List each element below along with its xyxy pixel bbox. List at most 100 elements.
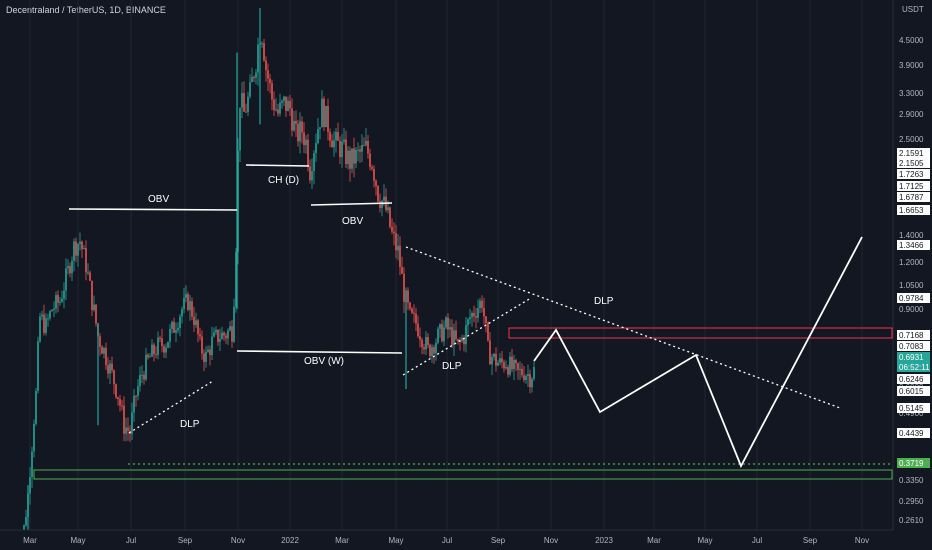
candle-body: [163, 346, 165, 353]
candlestick-series: [15, 8, 535, 550]
candle-body: [369, 153, 371, 167]
candle-body: [283, 96, 285, 101]
time-axis-bg: [0, 530, 893, 550]
time-tick-label: May: [697, 536, 712, 545]
candle-body: [91, 280, 93, 311]
candle-body: [451, 327, 453, 346]
candle-body: [489, 340, 491, 365]
time-tick-label: Sep: [178, 536, 193, 545]
candle-body: [263, 43, 265, 61]
candle-body: [99, 336, 101, 347]
candle-body: [191, 301, 193, 317]
candle-body: [107, 365, 109, 374]
candle-body: [491, 357, 493, 365]
price-tick-label: 1.4000: [899, 231, 924, 240]
price-tick-label: 2.5000: [899, 135, 924, 144]
candle-body: [423, 347, 425, 350]
candle-body: [331, 140, 333, 148]
candle-body: [317, 129, 319, 144]
candle-body: [381, 200, 383, 208]
candle-body: [265, 60, 267, 71]
candle-body: [247, 96, 249, 112]
candle-body: [221, 332, 223, 340]
candle-body: [309, 166, 311, 181]
candle-body: [87, 272, 89, 274]
price-tick-label: 3.3000: [899, 89, 924, 98]
time-tick-label: Nov: [231, 536, 245, 545]
candle-body: [49, 311, 51, 319]
time-axis[interactable]: Mar May Jul Sep Nov 2022 Mar May Jul Sep Nov 2023 Ma…: [0, 529, 893, 550]
price-tick-label: 4.5000: [899, 36, 924, 45]
candle-body: [143, 374, 145, 380]
candle-body: [319, 127, 321, 130]
price-tag: [897, 293, 930, 303]
price-tag: [897, 240, 930, 250]
price-tag: [897, 374, 930, 384]
candle-body: [155, 354, 157, 356]
candle-body: [113, 370, 115, 385]
candle-body: [53, 308, 55, 310]
candle-body: [241, 93, 243, 108]
candle-body: [51, 309, 53, 312]
candle-body: [173, 321, 175, 333]
candle-body: [243, 93, 245, 112]
candle-body: [69, 266, 71, 274]
candle-body: [457, 339, 459, 341]
candle-body: [341, 141, 343, 158]
price-tick-label: 0.2950: [899, 497, 924, 506]
candle-body: [175, 330, 177, 333]
candle-body: [235, 252, 237, 307]
time-tick-label: 2023: [595, 536, 613, 545]
price-tag-label: 0.3719: [899, 459, 924, 468]
candle-body: [119, 398, 121, 406]
candle-body: [45, 318, 47, 333]
candle-body: [185, 293, 187, 298]
candle-body: [433, 347, 435, 354]
time-tick-label: Nov: [855, 536, 869, 545]
price-tick-label: 0.3350: [899, 476, 924, 485]
candle-body: [375, 180, 377, 186]
candle-body: [363, 145, 365, 147]
candle-body: [277, 109, 279, 114]
candle-body: [137, 386, 139, 396]
candle-body: [427, 337, 429, 345]
time-tick-label: Sep: [491, 536, 506, 545]
candle-body: [417, 323, 419, 337]
candle-body: [161, 338, 163, 347]
price-tick-label: 0.4900: [899, 409, 924, 418]
price-tag: [897, 458, 930, 468]
candle-body: [215, 329, 217, 333]
candle-body: [199, 334, 201, 337]
candle-body: [419, 336, 421, 340]
candle-body: [487, 323, 489, 341]
candle-body: [225, 335, 227, 339]
price-tag: [897, 158, 930, 168]
candle-body: [311, 171, 313, 181]
price-axis[interactable]: USDT 4.5000 3.9000 3.3000 2.9000 2.5000 1.4000…: [892, 0, 932, 550]
candle-body: [75, 241, 77, 256]
candle-body: [165, 347, 167, 353]
candle-body: [273, 99, 275, 111]
time-tick-label: May: [70, 536, 85, 545]
candle-body: [289, 100, 291, 109]
candle-body: [373, 168, 375, 181]
candle-body: [425, 337, 427, 350]
price-tag-label: 0.6931: [899, 353, 924, 362]
candle-body: [275, 109, 277, 111]
candle-body: [271, 83, 273, 100]
price-tick-label: 1.0500: [899, 281, 924, 290]
time-tick-label: Mar: [647, 536, 661, 545]
candle-body: [307, 139, 309, 167]
price-tag-label: 1.7263: [899, 170, 924, 179]
candle-body: [483, 307, 485, 317]
candle-body: [105, 347, 107, 366]
candle-body: [323, 98, 325, 128]
price-tag: [897, 330, 930, 340]
candle-body: [379, 201, 381, 208]
candle-body: [337, 131, 339, 141]
candle-body: [477, 308, 479, 318]
candle-body: [411, 308, 413, 313]
time-tick-label: Sep: [803, 536, 818, 545]
candle-body: [205, 351, 207, 362]
